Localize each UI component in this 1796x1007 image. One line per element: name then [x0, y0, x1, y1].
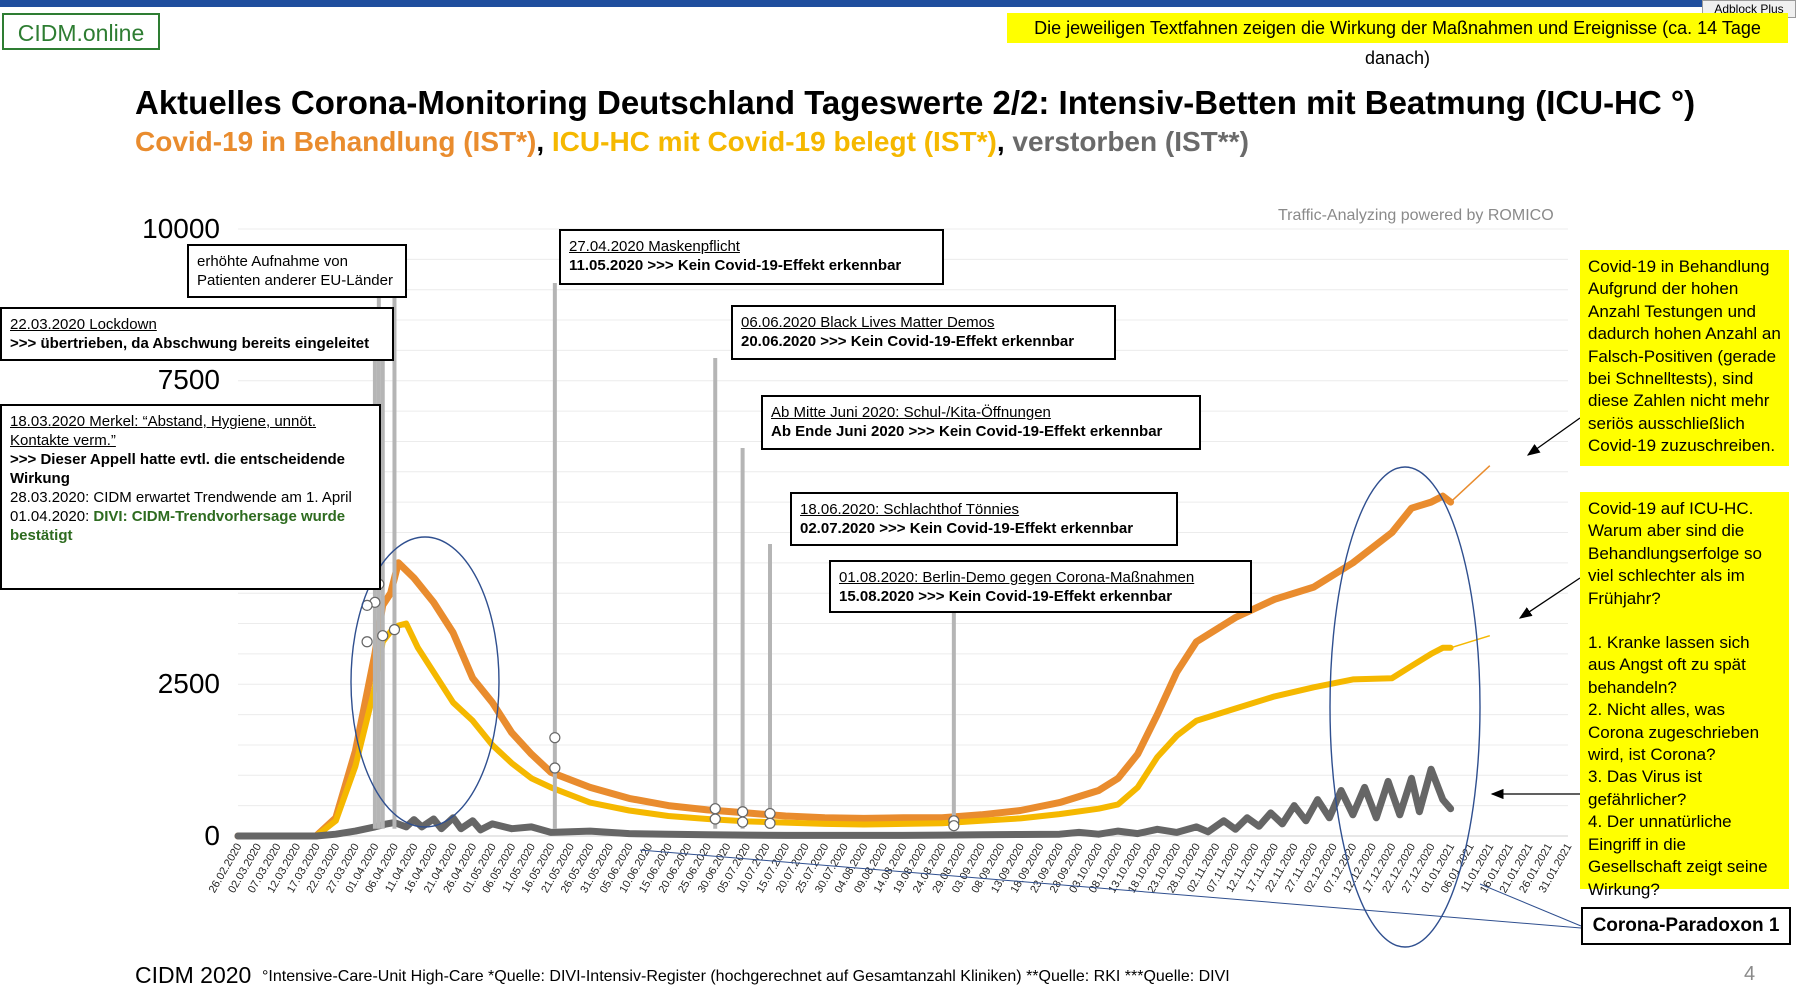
- note-paragraph: 3. Das Virus ist gefährlicher?: [1588, 767, 1703, 809]
- series-line: [234, 765, 1455, 840]
- page-number: 4: [1744, 963, 1756, 985]
- footer-sources: °Intensive-Care-Unit High-Care *Quelle: …: [262, 968, 1230, 985]
- callout-line: 20.06.2020 >>> Kein Covid-19-Effekt erke…: [741, 333, 1075, 350]
- callout-line: 18.03.2020 Merkel: “Abstand, Hygiene, un…: [10, 413, 317, 449]
- corona-paradoxon-label: Corona-Paradoxon 1: [1581, 907, 1791, 945]
- paradox-connector: [639, 849, 1582, 929]
- cidm-logo: CIDM.online: [2, 13, 160, 50]
- callout-line: 28.03.2020: CIDM erwartet Trendwende am …: [10, 489, 352, 506]
- callout-line: 01.04.2020: DIVI: CIDM-Trendvorhersage w…: [10, 508, 346, 544]
- y-tick-7500: 7500: [157, 364, 220, 395]
- subtitle-part: Covid-19 in Behandlung (IST*): [135, 126, 537, 157]
- callout-line: 15.08.2020 >>> Kein Covid-19-Effekt erke…: [839, 588, 1173, 605]
- callout-line: 27.04.2020 Maskenpflicht: [569, 238, 740, 255]
- callout-eu-patients: erhöhte Aufnahme von Patienten anderer EU…: [187, 244, 407, 298]
- arrow-behandlung: [1526, 417, 1581, 456]
- powered-by-label: Traffic-Analyzing powered by ROMICO: [1278, 207, 1554, 224]
- arrow-icu: [1518, 577, 1581, 619]
- callout-line: Ab Mitte Juni 2020: Schul-/Kita-Öffnunge…: [771, 404, 1051, 421]
- callout-berlin-demo: 01.08.2020: Berlin-Demo gegen Corona-Maß…: [829, 560, 1252, 613]
- callout-line: >>> übertrieben, da Abschwung bereits ei…: [10, 335, 370, 352]
- event-marker: [764, 807, 776, 820]
- trend-line: [1450, 634, 1491, 649]
- series-line: [234, 492, 1455, 840]
- note-paragraph: Covid-19 auf ICU-HC. Warum aber sind die…: [1588, 499, 1762, 608]
- callout-maskenpflicht: 27.04.2020 Maskenpflicht 11.05.2020 >>> K…: [559, 229, 944, 285]
- callout-blm-demos: 06.06.2020 Black Lives Matter Demos 20.06…: [731, 305, 1116, 360]
- subtitle-part: ICU-HC mit Covid-19 belegt (IST*): [551, 126, 997, 157]
- callout-line: 22.03.2020 Lockdown: [10, 316, 157, 333]
- callout-line: Ab Ende Juni 2020 >>> Kein Covid-19-Effe…: [771, 423, 1163, 440]
- event-marker: [549, 762, 561, 774]
- event-marker: [948, 820, 960, 832]
- subtitle-part: ,: [536, 126, 552, 157]
- callout-line: erhöhte Aufnahme von: [197, 253, 348, 270]
- chart-title: Aktuelles Corona-Monitoring Deutschland …: [135, 84, 1696, 121]
- event-marker: [737, 816, 749, 828]
- note-paragraph: 4. Der unnatürliche Eingriff in die Gese…: [1588, 812, 1768, 899]
- chart-subtitle: Covid-19 in Behandlung (IST*), ICU-HC mi…: [135, 126, 1249, 158]
- ellipse-winter: [1329, 466, 1481, 948]
- note-paragraph: 2. Nicht alles, was Corona zugeschrieben…: [1588, 700, 1760, 765]
- callout-line: Patienten anderer EU-Länder: [197, 272, 393, 289]
- event-marker: [709, 803, 721, 815]
- subtitle-part: verstorben (IST**): [1012, 126, 1249, 157]
- event-marker: [737, 806, 749, 818]
- note-covid-icu: Covid-19 auf ICU-HC. Warum aber sind die…: [1580, 492, 1789, 899]
- paradox-connector: [1479, 883, 1582, 927]
- browser-bookmark-bar: [0, 0, 1796, 7]
- event-marker: [388, 624, 401, 636]
- callout-toennies: 18.06.2020: Schlachthof Tönnies 02.07.202…: [790, 492, 1178, 546]
- callout-line: 02.07.2020 >>> Kein Covid-19-Effekt erke…: [800, 520, 1134, 537]
- note-paragraph: 1. Kranke lassen sich aus Angst oft zu s…: [1588, 633, 1750, 697]
- callout-line: 11.05.2020 >>> Kein Covid-19-Effekt erke…: [569, 257, 902, 274]
- series-line: [235, 620, 1454, 839]
- callout-merkel: 18.03.2020 Merkel: “Abstand, Hygiene, un…: [0, 404, 381, 590]
- subtitle-part: ,: [996, 126, 1013, 157]
- y-tick-0: 0: [204, 820, 220, 851]
- callout-schul-oeffnungen: Ab Mitte Juni 2020: Schul-/Kita-Öffnunge…: [761, 395, 1201, 450]
- callout-lockdown: 22.03.2020 Lockdown >>> übertrieben, da A…: [0, 307, 394, 361]
- callout-line: 18.06.2020: Schlachthof Tönnies: [800, 501, 1020, 518]
- event-marker: [709, 813, 721, 825]
- callout-line: 06.06.2020 Black Lives Matter Demos: [741, 314, 995, 331]
- footer-cidm: CIDM 2020: [135, 962, 252, 988]
- callout-line: >>> Dieser Appell hatte evtl. die entsch…: [10, 451, 345, 487]
- callout-highlight: DIVI: CIDM-Trendvorhersage wurde bestäti…: [10, 508, 346, 544]
- callout-line: 01.08.2020: Berlin-Demo gegen Corona-Maß…: [839, 569, 1195, 586]
- event-marker: [764, 817, 776, 829]
- event-marker: [361, 636, 373, 648]
- info-banner: Die jeweiligen Textfahnen zeigen die Wir…: [1007, 13, 1788, 68]
- note-covid-behandlung: Covid-19 in Behandlung Aufgrund der hohe…: [1580, 250, 1789, 466]
- y-tick-10000: 10000: [142, 213, 220, 244]
- y-tick-2500: 2500: [157, 668, 220, 699]
- event-marker: [549, 732, 561, 744]
- ellipse-spring: [350, 536, 500, 828]
- event-marker: [377, 630, 389, 642]
- trend-line: [1450, 465, 1491, 503]
